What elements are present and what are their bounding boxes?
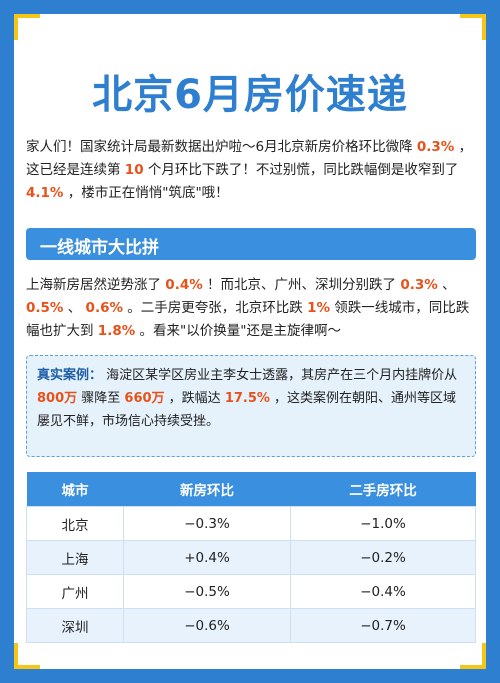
table-cell-second: −1.0% xyxy=(290,506,476,541)
corner-decoration-top-left xyxy=(14,14,40,40)
corner-decoration-bottom-left xyxy=(14,643,40,669)
case-highlight: 17.5% xyxy=(224,391,270,406)
section-title: 一线城市大比拼 xyxy=(40,238,159,258)
table-row: 上海 +0.4% −0.2% xyxy=(26,540,476,575)
section-text: ！而北京、广州、深圳分别跌了 xyxy=(202,277,401,293)
table-row: 深圳 −0.6% −0.7% xyxy=(26,608,476,643)
comparison-table: 城市 新房环比 二手房环比 北京 −0.3% −1.0% 上海 +0.4% −0… xyxy=(26,472,476,643)
section-text: 。看来"以价换量"还是主旋律啊～ xyxy=(135,323,341,339)
section-highlight: 1% xyxy=(307,300,331,316)
section-highlight: 0.6% xyxy=(85,300,123,316)
intro-paragraph: 家人们！国家统计局最新数据出炉啦～6月北京新房价格环比微降 0.3% ，这已经是… xyxy=(26,136,476,205)
table-cell-second: −0.2% xyxy=(290,540,476,575)
table-cell-city: 广州 xyxy=(26,574,124,609)
section-highlight: 1.8% xyxy=(97,323,136,339)
intro-text: ，这已经是连续第 xyxy=(26,139,473,178)
section-highlight: 0.4% xyxy=(165,277,203,293)
table-cell-city: 深圳 xyxy=(26,608,124,643)
case-study-text: 真实案例： 海淀区某学区房业主李女士透露，其房产在三个月内挂牌价从 800万 骤… xyxy=(37,364,467,433)
corner-decoration-top-right xyxy=(460,14,486,40)
intro-text: 个月环比下跌了！不过别慌，同比跌幅倒是收窄到了 xyxy=(143,162,459,178)
section-banner: 一线城市大比拼 xyxy=(26,228,476,260)
section-text: 。二手房更夸张，北京环比跌 xyxy=(123,300,308,316)
table-cell-second: −0.4% xyxy=(290,574,476,609)
table-header-new: 新房环比 xyxy=(123,472,291,507)
table-header-second: 二手房环比 xyxy=(290,472,476,507)
section-paragraph: 上海新房居然逆势涨了 0.4% ！而北京、广州、深圳分别跌了 0.3% 、 0.… xyxy=(26,274,476,343)
table-cell-new: −0.3% xyxy=(123,506,291,541)
case-highlight: 660万 xyxy=(124,391,165,406)
section-text: 、 xyxy=(437,277,456,293)
page-title: 北京6月房价速递 xyxy=(92,72,408,118)
case-text: ，这类案例在朝阳、通州等区域屡见不鲜，市场信心持续受挫。 xyxy=(37,391,457,429)
case-highlight: 800万 xyxy=(37,391,78,406)
section-text: 上海新房居然逆势涨了 xyxy=(26,277,166,293)
table-header-city: 城市 xyxy=(26,472,124,507)
case-text: 骤降至 xyxy=(77,391,125,406)
case-text: ，跌幅达 xyxy=(164,391,225,406)
table-cell-new: −0.6% xyxy=(123,608,291,643)
table-cell-second: −0.7% xyxy=(290,608,476,643)
corner-decoration-bottom-right xyxy=(460,643,486,669)
case-study-label: 真实案例： xyxy=(37,368,103,383)
section-text: 领跌一线城市，同比跌幅也扩大到 xyxy=(26,300,470,339)
section-text: 、 xyxy=(63,300,86,316)
table-row: 北京 −0.3% −1.0% xyxy=(26,506,476,541)
section-highlight: 0.5% xyxy=(26,300,64,316)
case-text: 海淀区某学区房业主李女士透露，其房产在三个月内挂牌价从 xyxy=(102,368,458,383)
table-cell-new: −0.5% xyxy=(123,574,291,609)
intro-highlight: 0.3% xyxy=(416,139,455,155)
table-row: 广州 −0.5% −0.4% xyxy=(26,574,476,609)
intro-highlight: 4.1% xyxy=(26,185,64,201)
intro-text: 家人们！国家统计局最新数据出炉啦～6月北京新房价格环比微降 xyxy=(26,139,417,155)
intro-text: ，楼市正在悄悄"筑底"哦！ xyxy=(63,185,229,201)
intro-highlight: 10 xyxy=(124,162,144,178)
table-header-row: 城市 新房环比 二手房环比 xyxy=(26,472,476,507)
section-highlight: 0.3% xyxy=(400,277,438,293)
table-cell-new: +0.4% xyxy=(123,540,291,575)
table-cell-city: 上海 xyxy=(26,540,124,575)
case-study-box: 真实案例： 海淀区某学区房业主李女士透露，其房产在三个月内挂牌价从 800万 骤… xyxy=(26,355,476,457)
table-cell-city: 北京 xyxy=(26,506,124,541)
